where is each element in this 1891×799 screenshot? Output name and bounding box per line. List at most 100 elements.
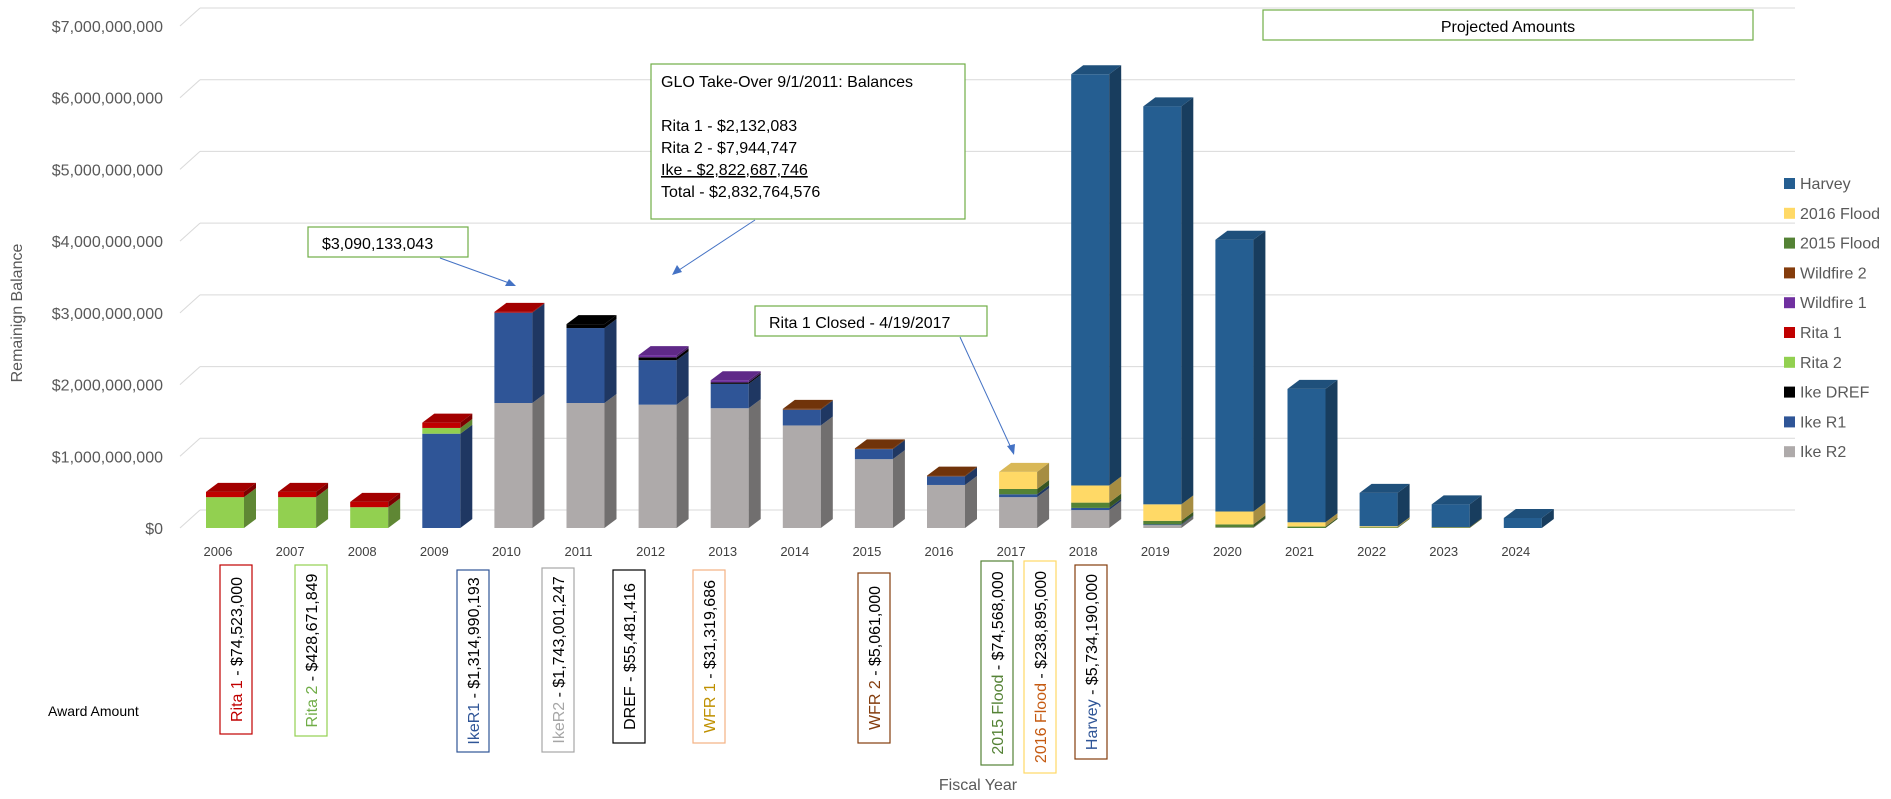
rita-closed-arrow — [959, 336, 1013, 451]
x-tick-label: 2015 — [852, 544, 881, 559]
bar-front — [927, 476, 965, 485]
bar-side — [1109, 493, 1122, 508]
bar-front — [710, 383, 749, 409]
bar-segment — [710, 374, 761, 409]
bar-segment — [854, 439, 905, 450]
bar-side — [1325, 513, 1338, 527]
x-tick-label: 2020 — [1213, 544, 1242, 559]
bar-side — [460, 413, 473, 428]
bar-front — [494, 311, 533, 313]
bar-segment — [1071, 476, 1122, 503]
bar-front — [278, 497, 317, 528]
award-text: IkeR2 - $1,743,001,247 — [551, 576, 568, 743]
bar-segment — [710, 373, 761, 384]
bar-segment — [1071, 493, 1122, 508]
peak-callout-text: $3,090,133,043 — [322, 236, 433, 253]
bar-side — [676, 348, 689, 361]
gridline-depth — [179, 294, 201, 314]
x-tick-label: 2024 — [1501, 544, 1530, 559]
award-text: DREF - $55,481,416 — [622, 583, 639, 730]
award-amount: - $428,671,849 — [304, 573, 321, 685]
bar-top — [350, 492, 401, 502]
award-text: Rita 1 - $74,523,000 — [229, 577, 246, 722]
bar-segment — [1143, 516, 1194, 528]
bar-segment — [999, 462, 1050, 489]
bar-side — [1181, 515, 1194, 526]
award-name: WFR 1 — [702, 683, 719, 733]
bar-side — [1109, 498, 1122, 511]
bar-side — [604, 315, 617, 329]
rita-closed-text: Rita 1 Closed - 4/19/2017 — [769, 315, 951, 332]
glo-callout-rita2: Rita 2 - $7,944,747 — [661, 140, 797, 157]
bar-side — [892, 439, 905, 450]
bar-front — [1143, 504, 1182, 521]
y-axis-title: Remainign Balance — [9, 244, 26, 383]
legend-entry: Rita 1 — [1800, 325, 1842, 342]
legend-entry: Harvey — [1800, 176, 1851, 193]
award-box: Rita 2 - $428,671,849 — [294, 564, 328, 737]
y-tick-label: $4,000,000,000 — [52, 234, 163, 251]
y-tick-label: $6,000,000,000 — [52, 91, 163, 108]
gridline-depth — [179, 366, 201, 385]
award-amount: - $31,319,686 — [702, 580, 719, 683]
award-name: DREF — [622, 686, 639, 730]
legend-entry: Wildfire 1 — [1800, 295, 1867, 312]
award-name: Harvey — [1084, 699, 1101, 750]
bar-top — [782, 399, 833, 409]
bar-top — [278, 482, 329, 492]
x-tick-label: 2017 — [997, 544, 1026, 559]
bar-side — [892, 450, 905, 528]
bar-side — [1325, 517, 1338, 528]
bar-top — [854, 439, 905, 449]
bar-front — [566, 403, 605, 528]
y-tick-label: $3,000,000,000 — [52, 306, 163, 323]
bar-side — [1037, 479, 1050, 495]
bar-side — [1109, 65, 1122, 486]
bar-front — [638, 360, 677, 405]
gridline-depth — [179, 79, 201, 99]
bar-segment — [1359, 483, 1410, 527]
bar-side — [748, 399, 761, 528]
award-name: WFR 2 — [867, 680, 884, 730]
bar-front — [1215, 239, 1254, 512]
legend-swatch — [1784, 416, 1795, 428]
gridline-depth — [179, 151, 201, 170]
x-tick-label: 2018 — [1069, 544, 1098, 559]
bar-front — [638, 355, 677, 358]
y-tick-label: $5,000,000,000 — [52, 162, 163, 179]
y-tick-label: $7,000,000,000 — [52, 19, 163, 36]
award-box-border — [541, 567, 575, 753]
peak-callout-arrowhead — [505, 279, 516, 286]
bar-segment — [1287, 517, 1338, 528]
award-box-border — [612, 569, 646, 744]
bar-side — [316, 488, 329, 528]
bar-segment — [927, 467, 977, 485]
x-tick-label: 2014 — [780, 544, 809, 559]
x-tick-label: 2022 — [1357, 544, 1386, 559]
bar-side — [460, 424, 473, 528]
bar-top — [1215, 230, 1266, 240]
x-tick-label: 2023 — [1429, 544, 1458, 559]
legend-entry: Ike R1 — [1800, 414, 1846, 431]
bar-segment — [278, 488, 329, 528]
y-axis-ticks: $0 $1,000,000,000 $2,000,000,000 $3,000,000… — [52, 19, 163, 538]
bar-segment — [1359, 518, 1410, 528]
x-tick-label: 2012 — [636, 544, 665, 559]
x-tick-label: 2011 — [565, 544, 593, 559]
bar-side — [965, 475, 977, 528]
bar-side — [388, 498, 401, 528]
bar-segment — [206, 482, 256, 498]
bar-side — [1253, 515, 1266, 528]
glo-callout-title: GLO Take-Over 9/1/2011: Balances — [661, 74, 913, 91]
legend-swatch — [1784, 446, 1795, 458]
bar-side — [244, 482, 256, 498]
award-box-border — [1023, 560, 1057, 774]
award-amount: - $1,314,990,193 — [466, 577, 483, 703]
award-box: IkeR1 - $1,314,990,193 — [456, 569, 490, 753]
award-box-border — [456, 569, 490, 753]
bar-top — [1359, 483, 1410, 493]
bar-segment — [350, 498, 401, 528]
bar-front — [999, 488, 1038, 495]
legend-swatch — [1784, 356, 1795, 368]
glo-callout-arrow — [675, 219, 756, 273]
